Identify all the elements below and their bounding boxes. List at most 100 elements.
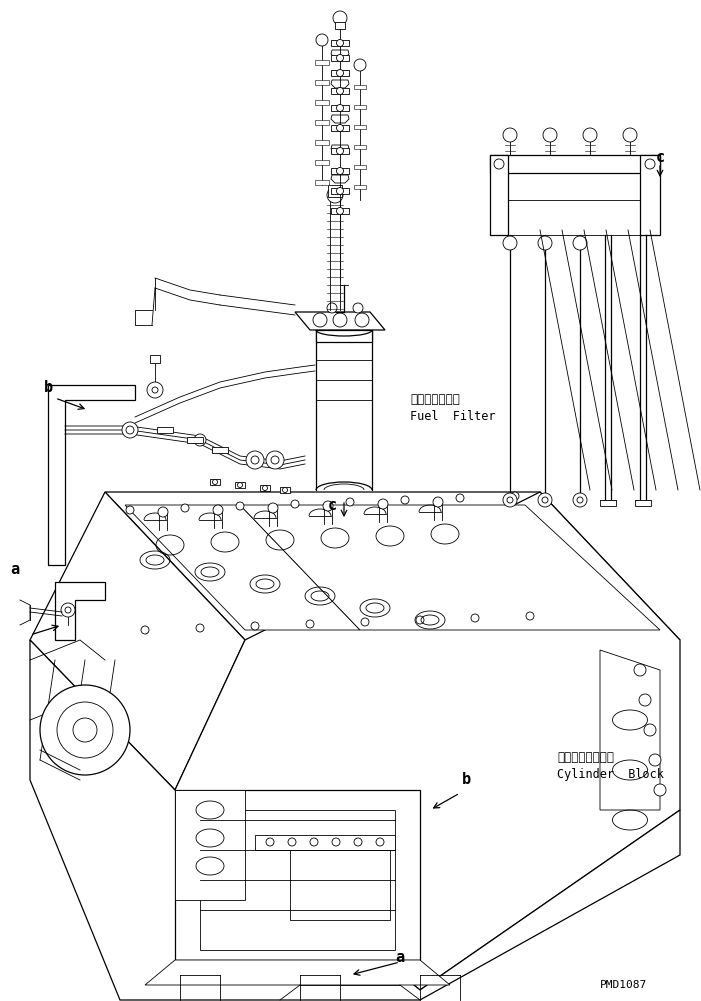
Bar bbox=[331, 40, 349, 46]
Polygon shape bbox=[30, 640, 680, 1000]
Text: Fuel  Filter: Fuel Filter bbox=[410, 410, 496, 423]
Polygon shape bbox=[490, 155, 508, 235]
Text: a: a bbox=[395, 951, 404, 966]
Bar bbox=[600, 500, 616, 506]
Bar bbox=[331, 148, 349, 154]
Bar bbox=[354, 85, 366, 89]
Circle shape bbox=[212, 479, 217, 484]
Circle shape bbox=[401, 496, 409, 504]
Bar bbox=[335, 22, 345, 29]
Bar bbox=[157, 427, 173, 433]
Circle shape bbox=[126, 506, 134, 514]
Circle shape bbox=[336, 167, 343, 174]
Text: a: a bbox=[11, 563, 20, 578]
Circle shape bbox=[194, 434, 206, 446]
Circle shape bbox=[507, 497, 513, 503]
Circle shape bbox=[251, 456, 259, 464]
Polygon shape bbox=[145, 960, 450, 985]
Polygon shape bbox=[600, 650, 660, 810]
Polygon shape bbox=[175, 790, 420, 960]
Circle shape bbox=[141, 626, 149, 634]
Circle shape bbox=[433, 497, 443, 507]
Bar bbox=[210, 479, 220, 485]
Bar bbox=[315, 100, 329, 105]
Circle shape bbox=[573, 493, 587, 507]
Bar bbox=[354, 125, 366, 129]
Circle shape bbox=[634, 664, 646, 676]
Polygon shape bbox=[331, 50, 349, 58]
Circle shape bbox=[291, 500, 299, 508]
Circle shape bbox=[354, 59, 366, 71]
Circle shape bbox=[310, 838, 318, 846]
Bar bbox=[331, 188, 349, 194]
Polygon shape bbox=[331, 145, 349, 153]
Polygon shape bbox=[490, 155, 660, 173]
Bar bbox=[315, 80, 329, 85]
Circle shape bbox=[543, 128, 557, 142]
Bar bbox=[280, 487, 290, 493]
Text: b: b bbox=[461, 773, 470, 788]
Circle shape bbox=[251, 622, 259, 630]
Circle shape bbox=[196, 624, 204, 632]
Bar bbox=[315, 180, 329, 185]
Text: シリンダブロック: シリンダブロック bbox=[557, 751, 614, 764]
Bar bbox=[331, 168, 349, 174]
Bar bbox=[331, 55, 349, 61]
Circle shape bbox=[503, 128, 517, 142]
Circle shape bbox=[649, 754, 661, 766]
Polygon shape bbox=[200, 810, 395, 950]
Text: b: b bbox=[43, 380, 53, 395]
Bar bbox=[187, 437, 203, 443]
Circle shape bbox=[158, 507, 168, 517]
Circle shape bbox=[333, 11, 347, 25]
Circle shape bbox=[327, 303, 337, 313]
Text: c: c bbox=[327, 497, 336, 513]
Polygon shape bbox=[640, 155, 660, 235]
Circle shape bbox=[353, 303, 363, 313]
Bar bbox=[331, 105, 349, 111]
Circle shape bbox=[57, 702, 113, 758]
Bar bbox=[354, 105, 366, 109]
Polygon shape bbox=[331, 175, 349, 183]
Circle shape bbox=[288, 838, 296, 846]
Circle shape bbox=[645, 159, 655, 169]
Bar bbox=[235, 482, 245, 488]
Bar bbox=[315, 140, 329, 145]
Circle shape bbox=[316, 34, 328, 46]
Circle shape bbox=[126, 426, 134, 434]
Polygon shape bbox=[48, 385, 135, 565]
Polygon shape bbox=[331, 80, 349, 88]
Circle shape bbox=[538, 493, 552, 507]
Text: フェルフィルタ: フェルフィルタ bbox=[410, 393, 460, 406]
Polygon shape bbox=[125, 505, 360, 630]
Circle shape bbox=[336, 207, 343, 214]
Circle shape bbox=[147, 382, 163, 398]
Polygon shape bbox=[105, 492, 680, 640]
Circle shape bbox=[283, 487, 287, 492]
Circle shape bbox=[346, 498, 354, 506]
Circle shape bbox=[511, 492, 519, 500]
Circle shape bbox=[266, 451, 284, 469]
Circle shape bbox=[503, 493, 517, 507]
Circle shape bbox=[494, 159, 504, 169]
Text: Cylinder  Block: Cylinder Block bbox=[557, 768, 664, 781]
Circle shape bbox=[336, 54, 343, 61]
Circle shape bbox=[152, 387, 158, 393]
Circle shape bbox=[336, 69, 343, 76]
Bar bbox=[315, 120, 329, 125]
Circle shape bbox=[213, 505, 223, 515]
Circle shape bbox=[654, 784, 666, 796]
Circle shape bbox=[40, 685, 130, 775]
Bar bbox=[315, 60, 329, 65]
Circle shape bbox=[327, 187, 343, 203]
Circle shape bbox=[181, 504, 189, 512]
Circle shape bbox=[577, 497, 583, 503]
Circle shape bbox=[644, 724, 656, 736]
Circle shape bbox=[61, 603, 75, 617]
Circle shape bbox=[538, 236, 552, 250]
Polygon shape bbox=[295, 312, 385, 330]
Polygon shape bbox=[175, 790, 245, 900]
Bar bbox=[328, 185, 342, 197]
Polygon shape bbox=[255, 835, 395, 850]
Circle shape bbox=[336, 147, 343, 154]
